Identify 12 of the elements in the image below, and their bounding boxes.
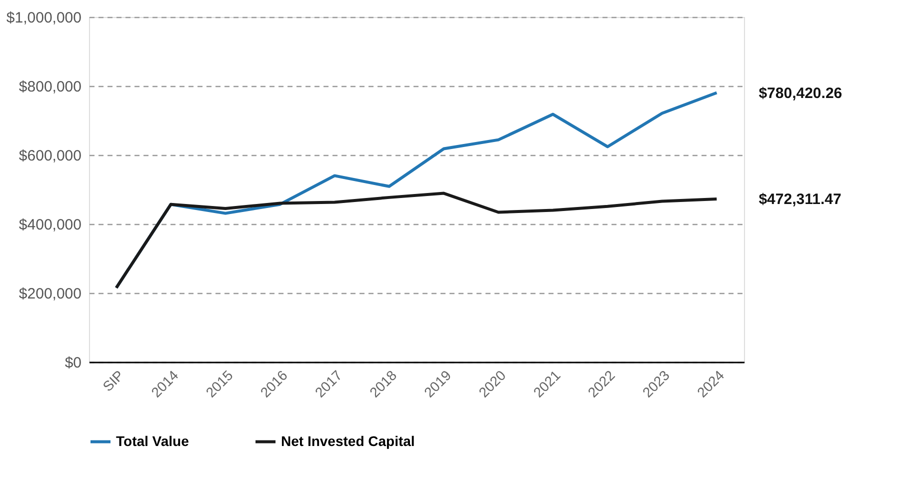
y-tick-label: $400,000 bbox=[18, 216, 82, 234]
text: $780,420.26 bbox=[758, 84, 842, 102]
y-tick-label: $200,000 bbox=[18, 286, 82, 302]
text: $472,311.47 bbox=[758, 191, 842, 208]
y-tick-label: $0 bbox=[64, 354, 82, 372]
y-tick-label: $600,000 bbox=[18, 148, 82, 164]
x-tick-label: SIP bbox=[99, 367, 127, 394]
y-tick-label: $1,000,000 bbox=[6, 10, 82, 26]
y-tick-label: $800,000 bbox=[18, 78, 82, 96]
line-series bbox=[114, 192, 718, 290]
legend-label: Total Value bbox=[116, 432, 190, 449]
legend-label: Net Invested Capital bbox=[281, 432, 415, 449]
